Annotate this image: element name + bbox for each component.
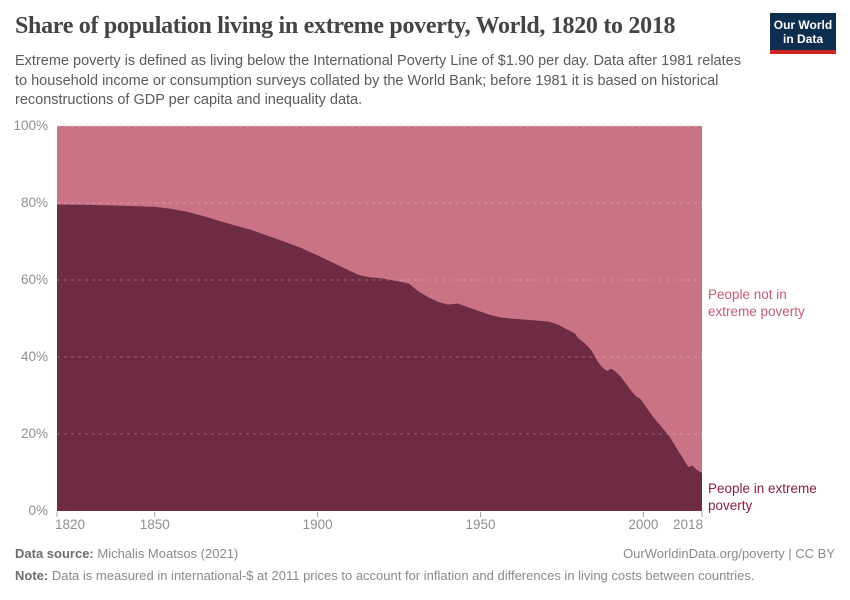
owid-logo-line1: Our World <box>773 17 833 32</box>
owid-logo-line2: in Data <box>782 31 823 46</box>
x-axis-label: 2000 <box>628 517 659 532</box>
series-label-in-extreme-poverty: People in extreme poverty <box>708 481 817 513</box>
x-axis-label: 1900 <box>302 517 333 532</box>
x-axis-label: 2018 <box>672 517 703 532</box>
y-axis-label: 40% <box>20 349 48 364</box>
footer-license-link[interactable]: OurWorldinData.org/poverty | CC BY <box>623 546 835 561</box>
x-axis-label: 1850 <box>139 517 170 532</box>
data-source-value: Michalis Moatsos (2021) <box>93 546 239 561</box>
x-axis-label: 1950 <box>465 517 496 532</box>
series-label-not-in-extreme-poverty: People not in extreme poverty <box>708 287 805 319</box>
note-value: Data is measured in international-$ at 2… <box>48 568 755 583</box>
area-people-in-extreme-poverty[interactable] <box>57 204 702 512</box>
gridlines <box>57 125 702 435</box>
y-axis-label: 0% <box>28 503 48 518</box>
owid-logo[interactable]: Our World in Data <box>770 13 836 54</box>
footer-sources-row: Data source: Michalis Moatsos (2021) Our… <box>15 546 835 561</box>
note-label: Note: <box>15 568 49 583</box>
x-axis-ticks <box>56 512 703 517</box>
y-axis-label: 20% <box>20 426 48 441</box>
footer-note-row: Note: Data is measured in international-… <box>15 568 835 583</box>
x-axis-label: 1820 <box>55 517 86 532</box>
y-axis-label: 100% <box>13 118 48 133</box>
data-source-text: Data source: Michalis Moatsos (2021) <box>15 546 238 561</box>
y-axis-label: 60% <box>20 272 48 287</box>
chart-subtitle: Extreme poverty is defined as living bel… <box>15 53 741 108</box>
y-axis-label: 80% <box>20 195 48 210</box>
page-title: Share of population living in extreme po… <box>15 13 676 39</box>
data-source-label: Data source: <box>15 546 94 561</box>
